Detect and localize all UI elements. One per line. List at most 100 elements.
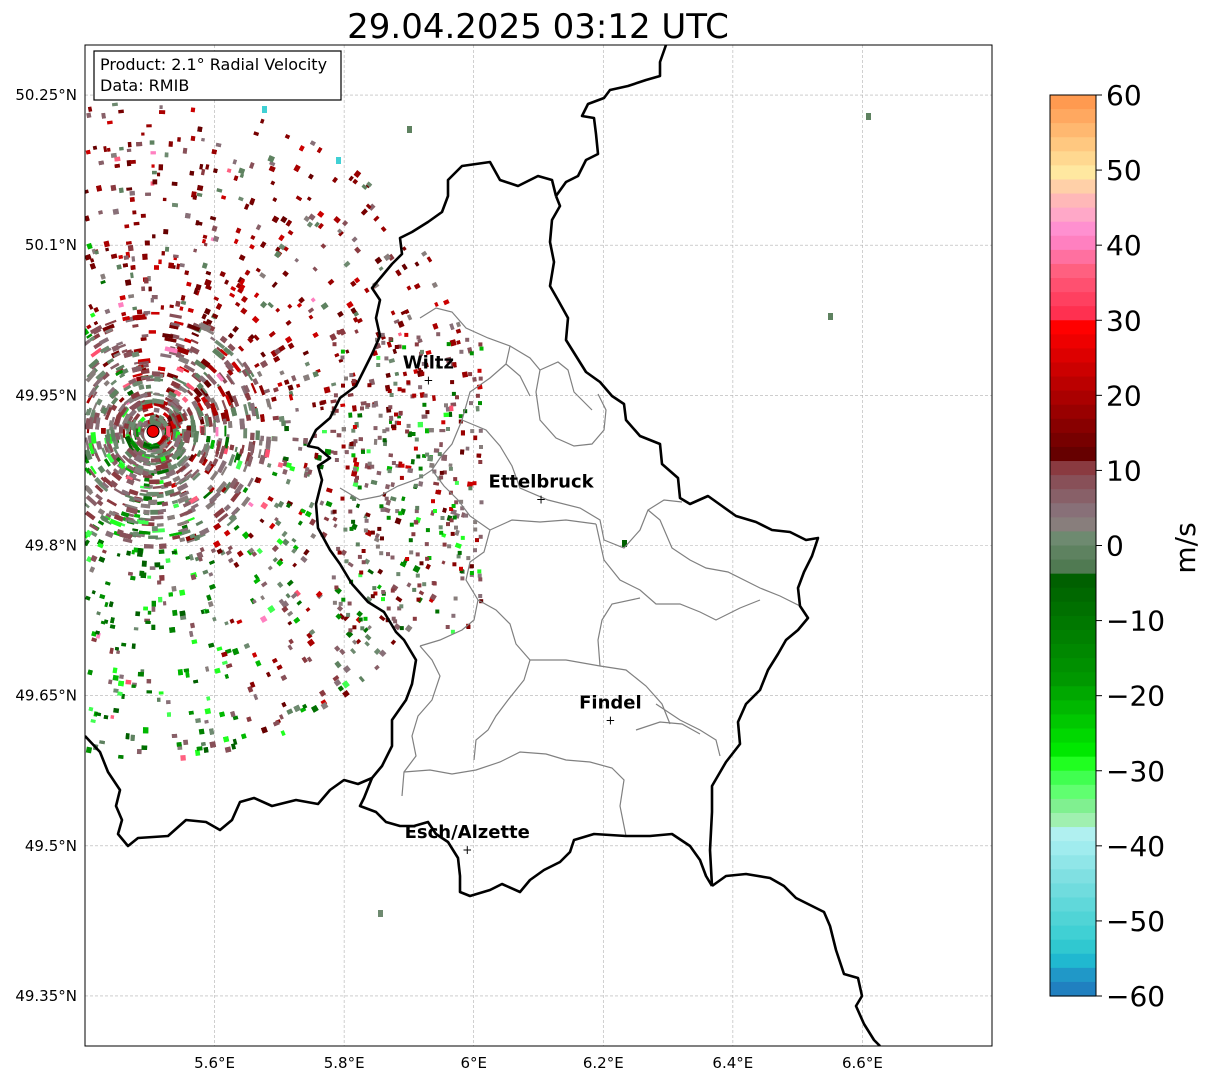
velocity-echo [224, 279, 230, 285]
velocity-echo [235, 460, 243, 470]
velocity-echo [287, 644, 293, 651]
velocity-echo [231, 743, 236, 750]
velocity-echo [454, 480, 459, 485]
velocity-echo [361, 449, 365, 454]
velocity-echo [367, 568, 374, 575]
velocity-echo [247, 686, 254, 693]
city-marker: + [536, 492, 546, 506]
velocity-echo [312, 266, 318, 272]
velocity-echo [186, 281, 192, 287]
velocity-echo [453, 477, 458, 482]
velocity-echo [112, 667, 118, 674]
velocity-echo [151, 164, 155, 168]
velocity-echo [191, 331, 200, 338]
velocity-echo [351, 453, 356, 458]
velocity-echo [443, 299, 450, 306]
velocity-echo [158, 414, 165, 420]
velocity-echo [93, 376, 104, 387]
colorbar-swatch [1050, 686, 1096, 701]
velocity-echo [295, 407, 299, 412]
velocity-echo [242, 486, 249, 494]
velocity-echo [475, 393, 480, 398]
colorbar-tick-label: −30 [1106, 755, 1165, 788]
velocity-echo [133, 627, 139, 631]
velocity-echo [158, 259, 162, 265]
velocity-echo [196, 551, 204, 559]
velocity-echo [322, 430, 327, 434]
velocity-echo [98, 556, 106, 563]
velocity-echo [384, 496, 389, 501]
velocity-echo [189, 170, 195, 176]
velocity-echo [357, 554, 362, 559]
velocity-echo [253, 334, 260, 341]
velocity-echo [274, 250, 282, 259]
velocity-echo [359, 570, 364, 575]
velocity-echo [133, 513, 141, 519]
velocity-echo [112, 674, 119, 681]
city-marker: + [423, 373, 433, 387]
velocity-echo [399, 626, 404, 631]
velocity-echo [164, 152, 169, 158]
velocity-echo [323, 516, 330, 522]
velocity-echo [340, 349, 345, 354]
velocity-echo [153, 265, 160, 270]
velocity-echo [285, 219, 293, 227]
velocity-echo [459, 499, 464, 504]
velocity-echo [117, 302, 124, 308]
velocity-echo [393, 381, 398, 386]
velocity-echo [124, 224, 130, 229]
velocity-echo [87, 669, 93, 676]
velocity-echo [201, 313, 207, 320]
velocity-echo [135, 428, 139, 437]
velocity-echo [334, 585, 339, 590]
velocity-echo [142, 253, 148, 260]
y-tick-label: 50.25°N [15, 86, 77, 104]
colorbar-swatch [1050, 728, 1096, 744]
colorbar-swatch [1050, 897, 1096, 913]
velocity-echo [341, 597, 346, 602]
canton-boundary-echternach [647, 509, 809, 619]
velocity-echo [176, 742, 182, 747]
velocity-echo [104, 407, 113, 421]
velocity-echo [307, 307, 315, 314]
velocity-echo [260, 726, 268, 734]
velocity-echo [394, 517, 402, 525]
velocity-echo [452, 515, 457, 520]
velocity-echo [308, 173, 314, 180]
velocity-echo [236, 358, 245, 368]
velocity-echo [91, 590, 96, 595]
velocity-echo [395, 509, 400, 514]
velocity-echo [152, 170, 157, 175]
velocity-echo [222, 418, 227, 425]
colorbar-swatch [1050, 925, 1096, 941]
velocity-echo [417, 583, 422, 588]
velocity-echo [183, 469, 193, 478]
velocity-echo [240, 444, 245, 454]
velocity-echo [215, 480, 227, 493]
velocity-echo [218, 445, 226, 460]
velocity-echo [90, 258, 95, 263]
velocity-echo [104, 319, 117, 326]
canton-boundary-diekirch [461, 419, 683, 549]
velocity-echo [272, 415, 279, 421]
velocity-echo [116, 650, 120, 655]
velocity-echo [93, 341, 103, 350]
velocity-echo [344, 559, 349, 564]
colorbar-swatch [1050, 531, 1096, 547]
velocity-echo [88, 523, 99, 531]
velocity-echo [234, 483, 244, 494]
velocity-echo [150, 298, 154, 303]
colorbar-swatch [1050, 911, 1096, 927]
velocity-echo [249, 197, 256, 205]
velocity-echo [479, 445, 483, 449]
velocity-echo [96, 499, 104, 507]
velocity-echo [258, 454, 266, 465]
velocity-echo [126, 447, 138, 459]
velocity-echo [297, 520, 303, 526]
velocity-echo [184, 212, 191, 219]
velocity-echo [141, 560, 147, 567]
velocity-echo [421, 250, 428, 257]
velocity-echo [131, 365, 143, 373]
velocity-echo [203, 746, 209, 753]
velocity-echo [357, 413, 363, 418]
